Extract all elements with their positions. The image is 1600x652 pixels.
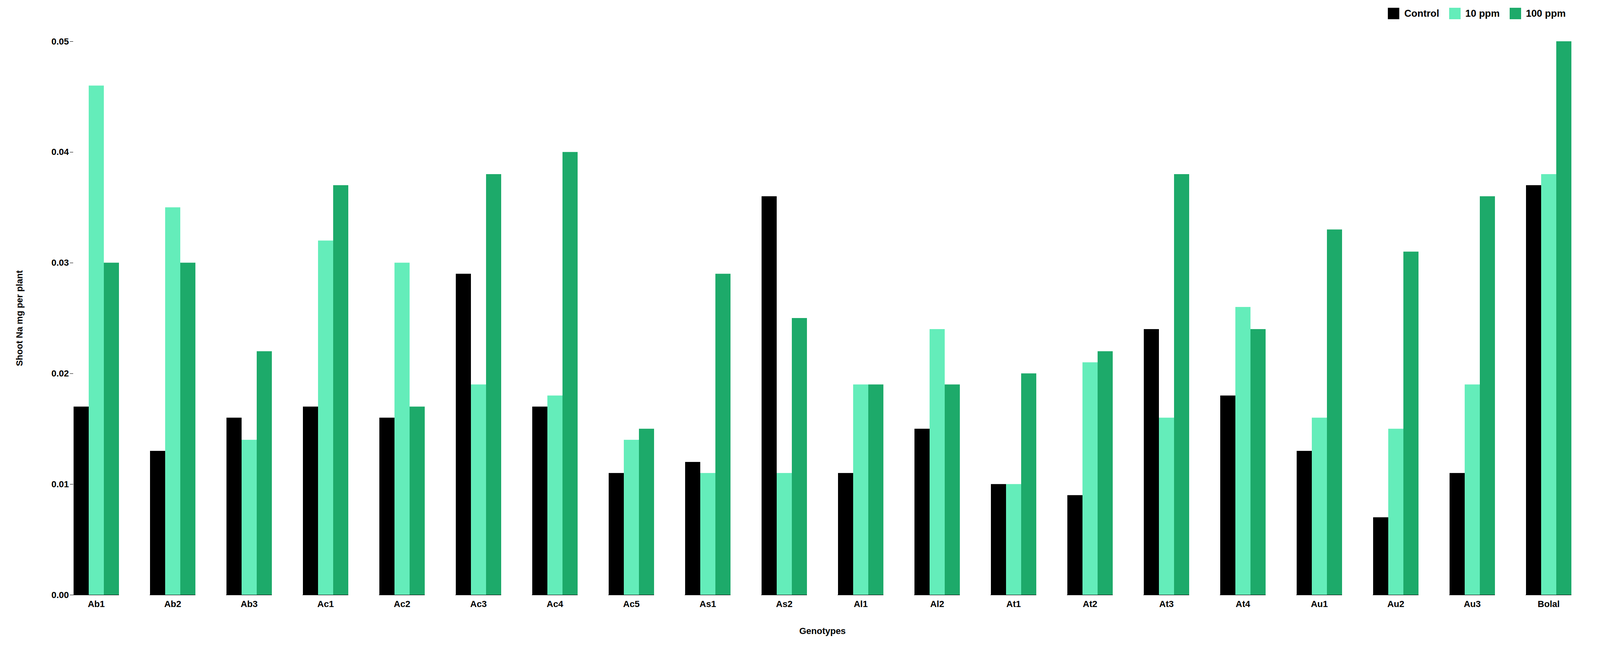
html-text:100 ppm: 100 ppm bbox=[1525, 7, 1566, 19]
svg-text:As2: As2 bbox=[775, 598, 793, 610]
svg-text:Ac3: Ac3 bbox=[470, 598, 487, 610]
svg-text:Au3: Au3 bbox=[1463, 598, 1482, 610]
svg-text:Ac2: Ac2 bbox=[393, 598, 411, 610]
html-text:10 ppm: 10 ppm bbox=[1465, 7, 1500, 19]
svg-text:At2: At2 bbox=[1082, 598, 1098, 610]
svg-text:0.03: 0.03 bbox=[51, 257, 70, 268]
svg-text:Ac5: Ac5 bbox=[622, 598, 640, 610]
svg-text:As1: As1 bbox=[699, 598, 716, 610]
svg-text:Au2: Au2 bbox=[1387, 598, 1405, 610]
svg-text:0.04: 0.04 bbox=[51, 146, 70, 157]
svg-text:Al2: Al2 bbox=[929, 598, 944, 610]
svg-text:Genotypes: Genotypes bbox=[799, 625, 846, 637]
svg-text:At3: At3 bbox=[1159, 598, 1174, 610]
svg-text:Al1: Al1 bbox=[853, 598, 868, 610]
svg-text:Au1: Au1 bbox=[1310, 598, 1329, 610]
svg-text:Shoot Na mg per plant: Shoot Na mg per plant bbox=[14, 269, 25, 366]
svg-text:Ac1: Ac1 bbox=[317, 598, 334, 610]
svg-text:0.00: 0.00 bbox=[51, 589, 70, 601]
svg-text:0.02: 0.02 bbox=[51, 368, 70, 379]
svg-text:Ab2: Ab2 bbox=[164, 598, 182, 610]
svg-text:0.05: 0.05 bbox=[51, 36, 70, 47]
svg-text:Ab1: Ab1 bbox=[87, 598, 106, 610]
svg-text:Bolal: Bolal bbox=[1537, 598, 1560, 610]
svg-text:Ab3: Ab3 bbox=[240, 598, 258, 610]
svg-text:At1: At1 bbox=[1006, 598, 1021, 610]
svg-text:0.01: 0.01 bbox=[51, 479, 70, 490]
svg-text:At4: At4 bbox=[1235, 598, 1251, 610]
html-text:Control: Control bbox=[1404, 7, 1440, 19]
svg-text:Ac4: Ac4 bbox=[546, 598, 564, 610]
